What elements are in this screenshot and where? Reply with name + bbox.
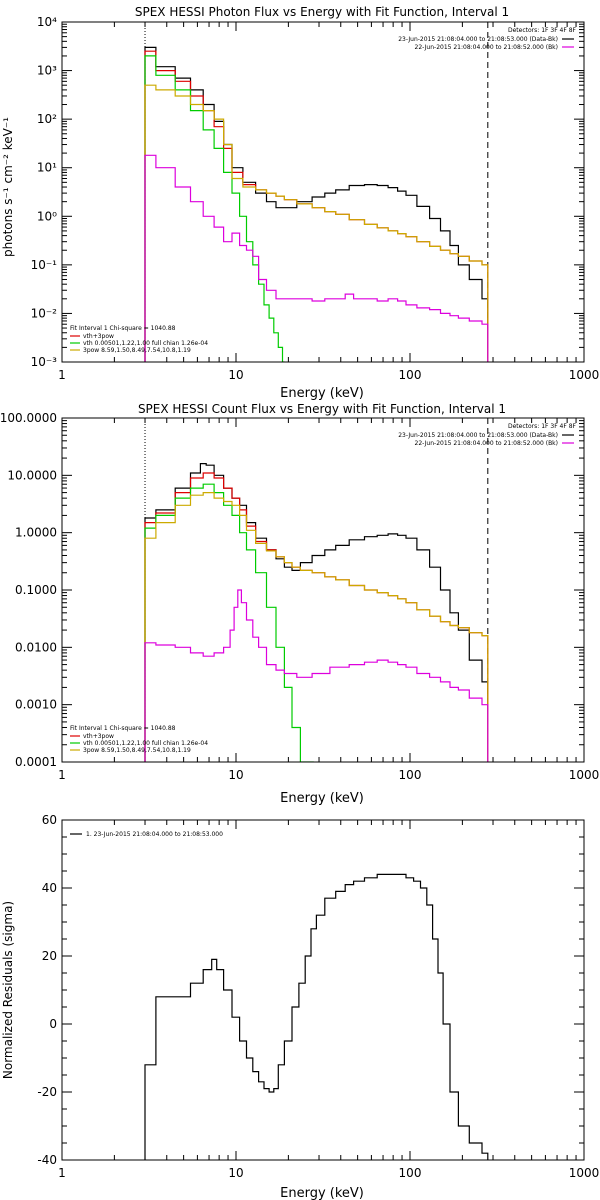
count-flux-panel: SPEX HESSI Count Flux vs Energy with Fit… [0, 402, 599, 806]
x-tick-label: 1000 [569, 1166, 600, 1180]
y-tick-label: 10⁻³ [31, 355, 58, 369]
y-tick-label: -40 [37, 1153, 57, 1167]
legend-entry: 22-Jun-2015 21:08:04.000 to 21:08:52.000… [415, 44, 558, 51]
plot-frame [61, 819, 585, 1161]
legend-entry: 22-Jun-2015 21:08:04.000 to 21:08:52.000… [415, 440, 558, 447]
series-vth [144, 55, 285, 362]
panel-3-xlabel: Energy (keV) [280, 1186, 364, 1200]
x-tick-label: 1 [58, 1166, 66, 1180]
panel-1-title: SPEX HESSI Photon Flux vs Energy with Fi… [135, 5, 509, 19]
series-3pow [144, 492, 489, 762]
y-tick-label: 10² [37, 112, 57, 126]
series-group [144, 463, 489, 762]
x-tick-label: 1 [58, 368, 66, 382]
photon-flux-panel: SPEX HESSI Photon Flux vs Energy with Fi… [1, 5, 599, 401]
y-tick-label: 0 [49, 1017, 57, 1031]
y-tick-label: 10.0000 [7, 468, 57, 482]
y-tick-label: 100.0000 [0, 411, 57, 425]
panel-2-xlabel: Energy (keV) [280, 791, 364, 806]
y-tick-label: 0.0010 [15, 698, 57, 712]
plot-frame [61, 417, 585, 763]
panel-1-plot: 1 10 100 1000 10⁻³ 10⁻² 10⁻¹ 10⁰ 10¹ 10² 10³ 10⁴ Det… [31, 15, 600, 382]
plot-frame [61, 21, 585, 363]
legend-entry: 3pow 8.59,1.50,8.49,7.54,10.8,1.19 [83, 747, 191, 754]
legend-entry: 23-Jun-2015 21:08:04.000 to 21:08:53.000… [398, 36, 558, 43]
y-tick-label: 0.0001 [15, 755, 57, 769]
residuals-panel: 1 10 100 1000 -40 -20 0 20 40 60 1. 23-Jun-2015 21… [1, 813, 599, 1200]
y-tick-label: -20 [37, 1085, 57, 1099]
legend-entry: 1. 23-Jun-2015 21:08:04.000 to 21:08:53.… [86, 831, 223, 838]
legend-entry: vth 0.00501,1.22,1.00 full chian 1.26e-0… [83, 340, 208, 347]
y-tick-label: 10⁰ [37, 209, 57, 223]
x-tick-label: 10 [228, 368, 243, 382]
panel-1-ylabel: photons s⁻¹ cm⁻² keV⁻¹ [1, 117, 15, 257]
x-tick-label: 1000 [569, 368, 600, 382]
y-tick-label: 20 [42, 949, 57, 963]
legend-entry: 3pow 8.59,1.50,8.49,7.54,10.8,1.19 [83, 347, 191, 354]
legend-header: Detectors: 1F 3F 4F 8F [508, 27, 577, 34]
series-background [144, 154, 489, 362]
y-tick-label: 10³ [37, 64, 57, 78]
y-tick-label: 0.1000 [15, 583, 57, 597]
series-data [144, 46, 489, 362]
x-tick-label: 1 [58, 768, 66, 782]
legend-entry: vth 0.00501,1.22,1.00 full chian 1.26e-0… [83, 740, 208, 747]
series-data [144, 463, 489, 762]
y-tick-label: 40 [42, 881, 57, 895]
legend-header: Fit Interval 1 Chi-square = 1040.88 [70, 325, 176, 332]
series-vth [144, 483, 314, 762]
legend-entry: vth+3pow [83, 333, 114, 340]
series-group [144, 46, 489, 362]
panel-2-plot: 1 10 100 1000 0.0001 0.0010 0.0100 0.1000 1.0000… [0, 411, 599, 782]
y-tick-label: 10¹ [37, 161, 57, 175]
x-tick-label: 1000 [569, 768, 600, 782]
series-group [144, 873, 489, 1160]
series-3pow [144, 84, 489, 362]
panel-3-plot: 1 10 100 1000 -40 -20 0 20 40 60 1. 23-Jun-2015 21… [37, 813, 599, 1180]
x-tick-label: 100 [399, 368, 422, 382]
y-tick-label: 10⁻¹ [31, 258, 58, 272]
legend-entry: 23-Jun-2015 21:08:04.000 to 21:08:53.000… [398, 432, 558, 439]
panel-2-title: SPEX HESSI Count Flux vs Energy with Fit… [138, 402, 506, 416]
legend-header: Fit Interval 1 Chi-square = 1040.88 [70, 725, 176, 732]
series-residuals [144, 873, 489, 1160]
y-tick-label: 10⁴ [37, 15, 57, 29]
y-tick-label: 10⁻² [31, 306, 58, 320]
panel-3-ylabel: Normalized Residuals (sigma) [1, 901, 15, 1079]
y-tick-label: 1.0000 [15, 526, 57, 540]
x-tick-label: 100 [399, 768, 422, 782]
panel-1-xlabel: Energy (keV) [280, 386, 364, 401]
x-tick-label: 100 [399, 1166, 422, 1180]
y-tick-label: 0.0100 [15, 640, 57, 654]
x-tick-label: 10 [228, 768, 243, 782]
legend-header: Detectors: 1F 3F 4F 8F [508, 423, 577, 430]
x-tick-label: 10 [228, 1166, 243, 1180]
series-background [144, 589, 489, 762]
y-tick-label: 60 [42, 813, 57, 827]
legend-entry: vth+3pow [83, 733, 114, 740]
